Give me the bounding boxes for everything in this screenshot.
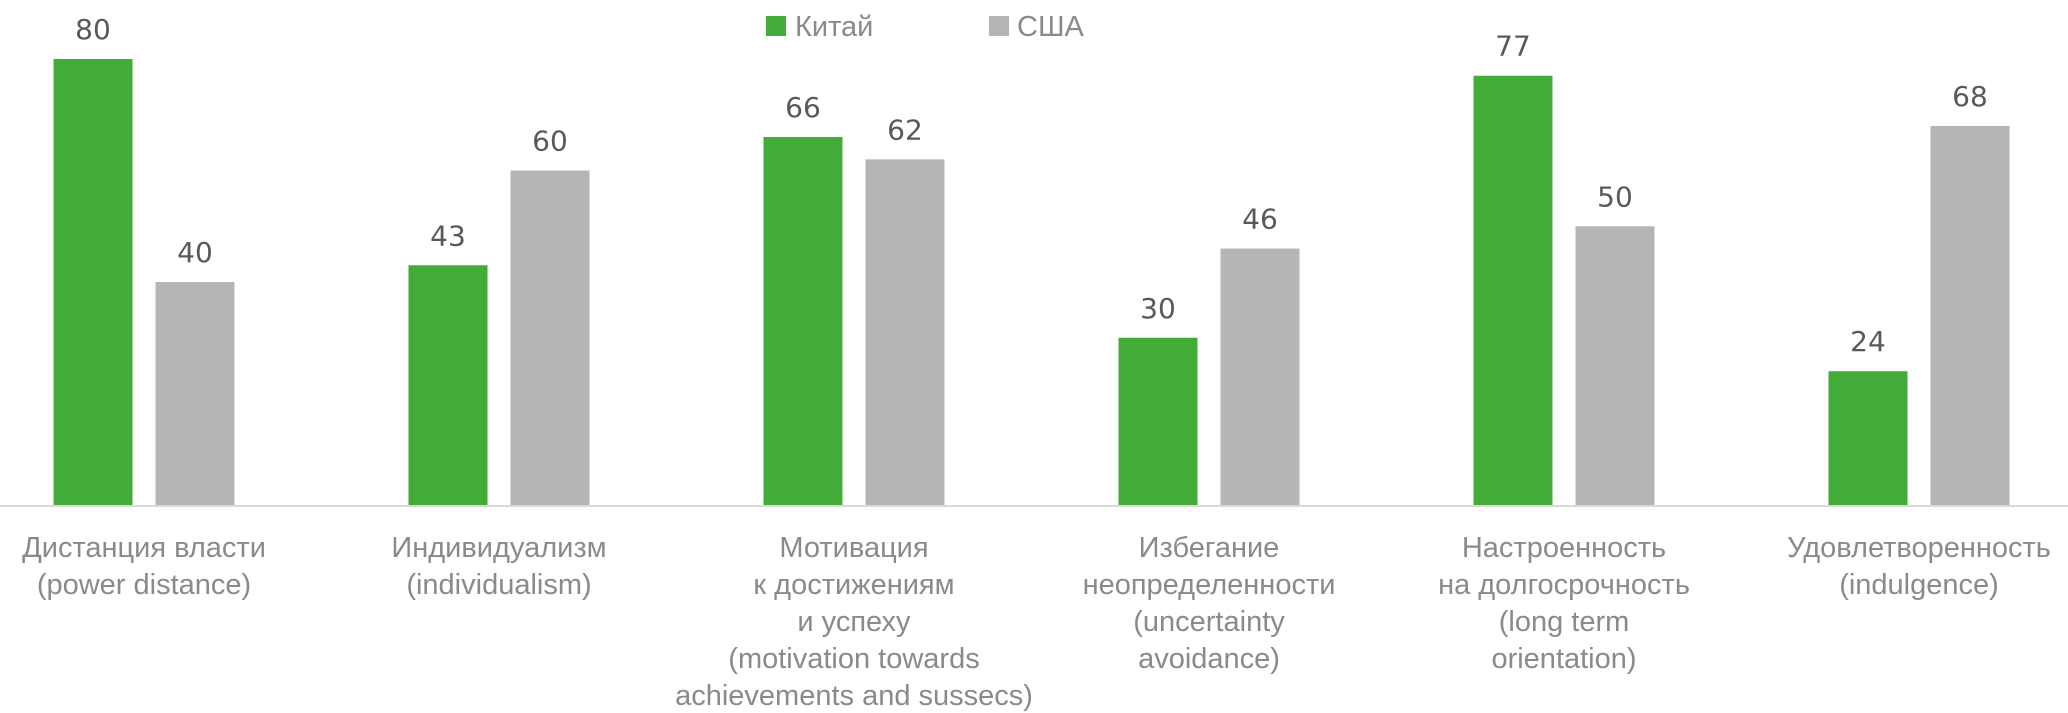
category-label: (uncertainty (1133, 606, 1285, 638)
bar-usa (1575, 226, 1655, 505)
category-label: orientation) (1491, 643, 1636, 675)
data-label-usa: 62 (887, 113, 923, 146)
category-label: (power distance) (37, 569, 251, 601)
data-label-china: 24 (1850, 325, 1886, 358)
category-label: achievements and sussecs) (675, 680, 1033, 712)
data-label-usa: 50 (1597, 180, 1633, 213)
legend-swatch-china (766, 16, 786, 36)
category-label: неопределенности (1083, 569, 1336, 601)
category-label: (long term (1499, 606, 1630, 638)
data-label-china: 30 (1140, 292, 1176, 325)
legend-swatch-usa (989, 16, 1009, 36)
legend-label-china: Китай (795, 11, 873, 43)
bar-china (1473, 75, 1553, 505)
bar-china (1828, 371, 1908, 505)
category-label: Дистанция власти (22, 532, 266, 564)
category-label: Избегание (1139, 532, 1280, 564)
category-label: Мотивация (779, 532, 928, 564)
data-label-china: 43 (430, 219, 466, 252)
category-label: Удовлетворенность (1787, 532, 2051, 564)
data-label-china: 77 (1495, 30, 1531, 63)
category-label: и успеху (797, 606, 911, 638)
category-label: (individualism) (406, 569, 591, 601)
data-label-usa: 40 (177, 236, 213, 269)
data-label-usa: 68 (1952, 80, 1988, 113)
bar-usa (510, 170, 590, 505)
legend-label-usa: США (1017, 11, 1085, 43)
legend: Китай США (766, 11, 1085, 43)
category-label: Настроенность (1462, 532, 1666, 564)
bar-china (1118, 337, 1198, 505)
category-label: на долгосрочность (1438, 569, 1690, 601)
category-label: (indulgence) (1839, 569, 1999, 601)
bar-china (408, 265, 488, 505)
data-label-china: 80 (75, 13, 111, 46)
bar-usa (155, 282, 235, 505)
data-label-usa: 46 (1242, 203, 1278, 236)
data-label-usa: 60 (532, 125, 568, 158)
category-label: Индивидуализм (391, 532, 606, 564)
bar-china (763, 137, 843, 506)
category-label: к достижениям (753, 569, 954, 601)
bar-usa (865, 159, 945, 505)
bar-usa (1220, 248, 1300, 506)
category-label: avoidance) (1138, 643, 1280, 675)
bar-usa (1930, 125, 2010, 506)
bar-china (53, 59, 133, 505)
data-label-china: 66 (785, 91, 821, 124)
category-label: (motivation towards (728, 643, 979, 675)
